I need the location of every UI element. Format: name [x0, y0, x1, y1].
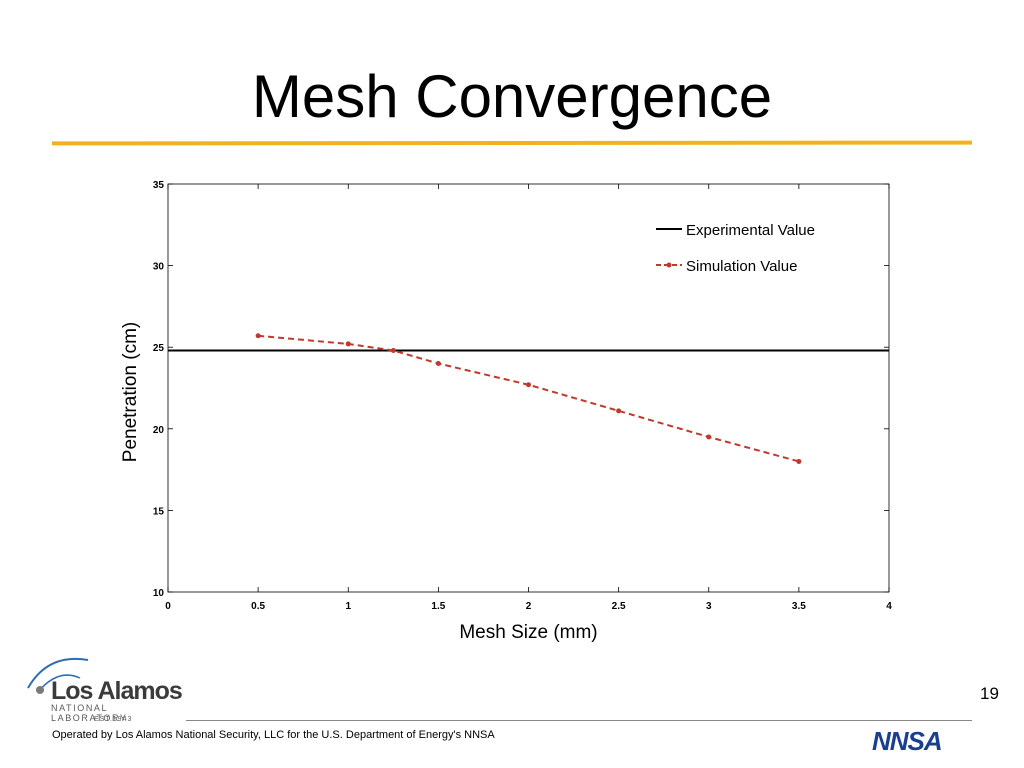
- footer-divider: [186, 720, 972, 721]
- page-number: 19: [980, 684, 999, 703]
- logo-sub-text: NATIONAL LABORATORY: [51, 703, 128, 723]
- legend-simulation-marker: [666, 262, 672, 268]
- nnsa-logo-text: NNSA: [872, 726, 943, 756]
- series-simulation-point: [526, 382, 531, 388]
- x-tick-label: 3.5: [792, 601, 806, 612]
- plot-frame: [167, 183, 890, 593]
- series-simulation-point: [616, 408, 622, 414]
- x-tick-label: 0.5: [251, 601, 265, 612]
- footer-text: Operated by Los Alamos National Security…: [52, 729, 495, 741]
- series-simulation-point: [796, 458, 802, 464]
- series-simulation-point: [706, 434, 712, 440]
- y-tick-label: 30: [153, 262, 165, 273]
- x-tick-label: 0: [165, 601, 171, 612]
- series-simulation-point: [435, 361, 441, 367]
- x-tick-label: 1: [345, 601, 351, 612]
- series-simulation-point: [345, 341, 351, 347]
- y-tick-label: 25: [153, 343, 165, 354]
- x-tick-label: 1.5: [431, 601, 445, 612]
- legend-experimental-label: Experimental Value: [686, 222, 815, 239]
- series-simulation-point: [255, 333, 261, 339]
- legend-simulation-label: Simulation Value: [686, 258, 797, 275]
- x-axis-label: Mesh Size (mm): [459, 622, 597, 643]
- x-tick-label: 2: [526, 601, 532, 612]
- y-axis-label: Penetration (cm): [120, 322, 141, 462]
- x-tick-label: 3: [706, 601, 712, 612]
- x-tick-label: 4: [886, 601, 892, 612]
- y-tick-label: 10: [153, 588, 165, 599]
- slide-title: Mesh Convergence: [251, 63, 773, 130]
- series-simulation-line: [258, 334, 800, 463]
- logo-est-text: EST.1943: [94, 716, 133, 723]
- los-alamos-swoosh-icon: [27, 657, 89, 694]
- y-tick-label: 35: [153, 180, 165, 191]
- x-tick-label: 2.5: [612, 601, 626, 612]
- y-tick-label: 20: [153, 425, 165, 436]
- logo-main-text: Los Alamos: [51, 677, 183, 705]
- y-tick-label: 15: [153, 506, 165, 517]
- nnsa-logo: NNSA: [872, 722, 976, 756]
- los-alamos-logo: Los Alamos NATIONAL LABORATORY EST.1943: [18, 648, 188, 728]
- series-simulation-point: [390, 347, 396, 353]
